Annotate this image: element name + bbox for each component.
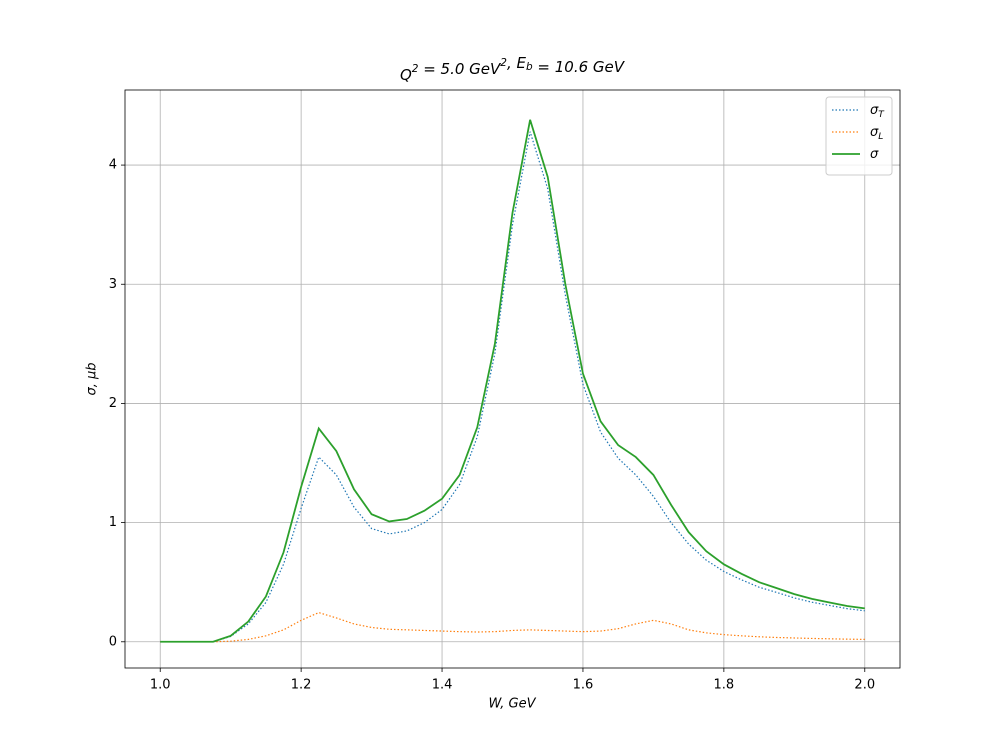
y-axis-label: σ, μb [85, 362, 100, 395]
y-tick-label: 0 [109, 634, 117, 649]
legend-label: σ [870, 147, 879, 162]
x-tick-label: 1.0 [150, 678, 171, 693]
legend-label: σL [870, 125, 883, 142]
series-line [160, 131, 865, 643]
x-tick-label: 2.0 [854, 678, 875, 693]
legend-label: σT [870, 103, 885, 120]
x-axis-label: W, GeV [488, 697, 536, 712]
y-tick-label: 1 [109, 515, 117, 530]
x-tick-label: 1.4 [432, 678, 453, 693]
series-line [160, 119, 865, 643]
chart-title: Q2 = 5.0 GeV2, Eb = 10.6 GeV [400, 54, 626, 84]
x-tick-label: 1.2 [291, 678, 312, 693]
legend-box [825, 96, 893, 176]
y-tick-label: 3 [109, 277, 117, 292]
plot-frame [124, 89, 901, 669]
x-tick-label: 1.6 [573, 678, 594, 693]
legend: σT σL σ [825, 96, 893, 176]
x-tick-label: 1.8 [714, 678, 735, 693]
y-tick-label: 4 [109, 158, 117, 173]
y-tick-label: 2 [109, 396, 117, 411]
